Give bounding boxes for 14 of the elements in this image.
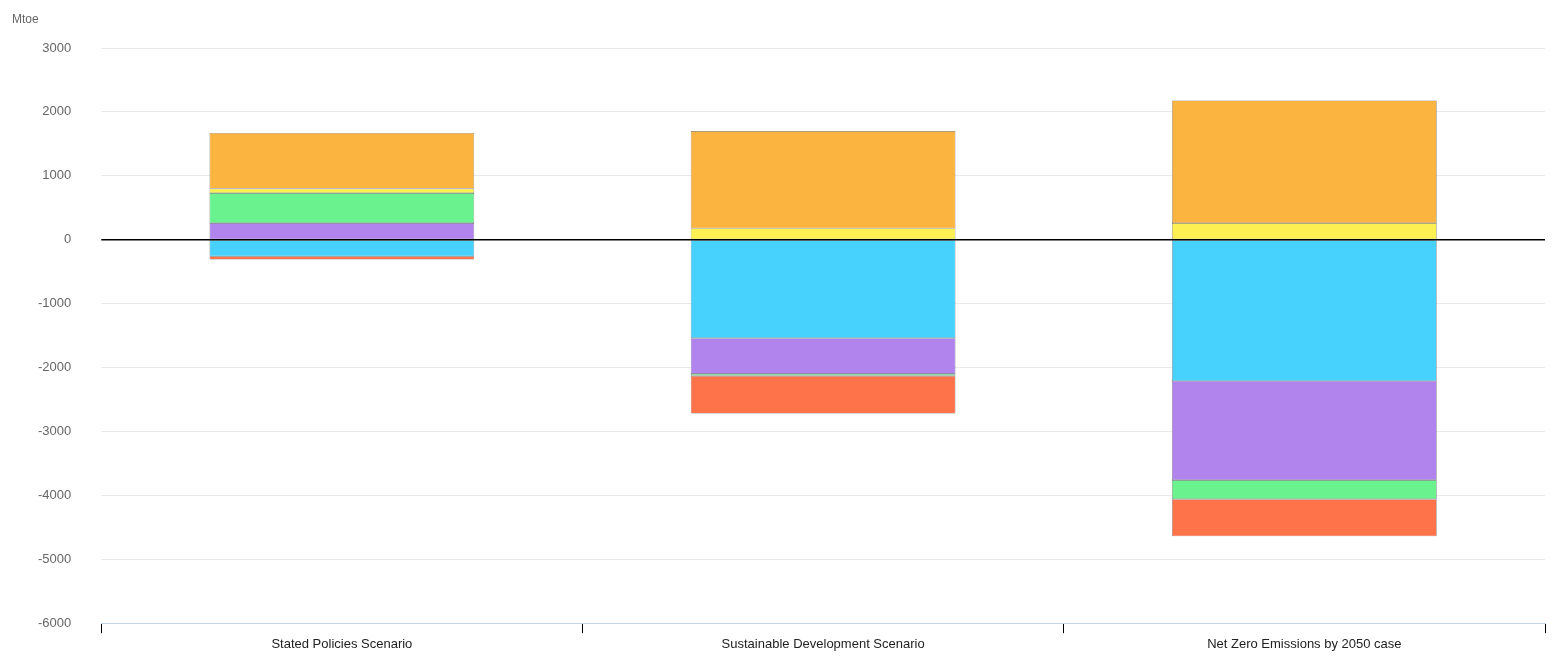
y-tick-label: -1000 [38,295,72,311]
x-tick-label: Sustainable Development Scenario [721,635,925,651]
y-tick-label: -4000 [38,486,72,502]
y-tick-label: 1000 [42,167,72,183]
y-tick-label: -5000 [38,550,72,566]
x-tick-label: Net Zero Emissions by 2050 case [1207,635,1402,651]
y-tick-label: 2000 [42,103,72,119]
y-tick-label: 3000 [42,39,72,55]
y-tick-label: -6000 [38,614,72,630]
y-tick-label: -2000 [38,359,72,375]
y-tick-label: -3000 [38,423,72,439]
y-axis-title: Mtoe [12,12,39,27]
y-tick-label: 0 [64,231,72,247]
x-tick-label: Stated Policies Scenario [271,635,413,651]
